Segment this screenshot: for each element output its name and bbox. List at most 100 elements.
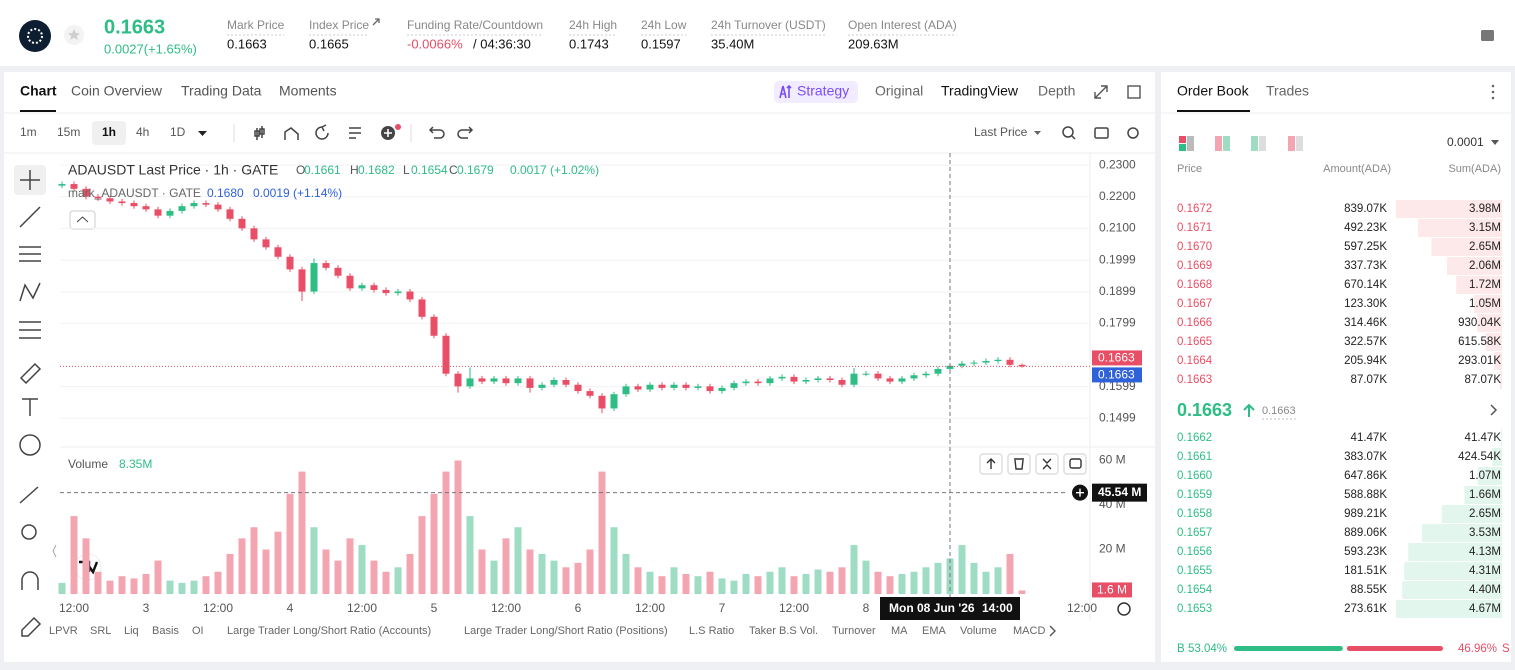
price-source[interactable]: Last Price bbox=[974, 125, 1028, 139]
interval-dropdown[interactable] bbox=[198, 131, 207, 136]
volume-bar bbox=[250, 527, 258, 594]
indicator-tab[interactable]: MACD bbox=[1013, 625, 1045, 637]
indicator-tab[interactable]: LPVR bbox=[49, 625, 78, 637]
mid-price-more[interactable] bbox=[1490, 404, 1498, 416]
legend-collapse[interactable] bbox=[69, 210, 96, 230]
ob-layout-asks[interactable] bbox=[1288, 136, 1295, 151]
panel-tab[interactable]: Trading Data bbox=[181, 83, 262, 99]
indicator-tab[interactable]: Volume bbox=[960, 625, 997, 637]
search-icon[interactable] bbox=[1062, 126, 1074, 138]
fullscreen-icon[interactable] bbox=[1094, 85, 1108, 99]
coin-logo[interactable] bbox=[19, 20, 51, 52]
ob-tab[interactable]: Trades bbox=[1266, 83, 1309, 99]
undo-icon[interactable] bbox=[428, 126, 445, 139]
candle-type-icon[interactable] bbox=[254, 126, 265, 140]
stat-value: -0.0066% bbox=[407, 36, 463, 51]
volume-bar bbox=[346, 538, 354, 594]
indicator-tab[interactable]: Basis bbox=[152, 625, 179, 637]
stat-label: Index Price bbox=[309, 18, 369, 32]
view-tab[interactable]: Depth bbox=[1038, 83, 1075, 99]
pane-button[interactable] bbox=[1007, 453, 1031, 475]
ob-layout-split bbox=[1223, 136, 1230, 151]
y-tick-label: 0.1999 bbox=[1099, 252, 1136, 266]
view-tab[interactable]: Original bbox=[875, 83, 923, 99]
zoom-tool[interactable] bbox=[21, 524, 37, 540]
compare-icon[interactable] bbox=[315, 124, 329, 140]
indicator-tab[interactable]: L.S Ratio bbox=[689, 625, 734, 637]
panel-tab[interactable]: Coin Overview bbox=[71, 83, 163, 99]
sell-ratio-bar bbox=[1346, 646, 1443, 651]
indicator-tab[interactable]: Large Trader Long/Short Ratio (Positions… bbox=[464, 625, 668, 637]
indicator-tab[interactable]: Liq bbox=[124, 625, 139, 637]
collapse-tools[interactable] bbox=[52, 544, 57, 558]
panel-tab[interactable]: Moments bbox=[279, 83, 337, 99]
indicator-tab[interactable]: MA bbox=[891, 625, 908, 637]
magnet-tool[interactable] bbox=[21, 571, 39, 590]
template-icon[interactable] bbox=[349, 127, 361, 139]
measure-tool[interactable] bbox=[19, 486, 39, 504]
pattern-tool[interactable] bbox=[19, 282, 41, 302]
precision-dropdown[interactable] bbox=[1491, 140, 1499, 145]
redo-icon[interactable] bbox=[457, 126, 474, 139]
price-source-dropdown[interactable] bbox=[1034, 131, 1041, 135]
volume-bar bbox=[886, 576, 894, 594]
interval[interactable]: 1D bbox=[170, 125, 186, 139]
view-tab[interactable]: Strategy bbox=[797, 83, 849, 99]
ob-price: 0.1671 bbox=[1177, 222, 1212, 234]
window-icon[interactable] bbox=[1127, 85, 1141, 99]
brush-tool[interactable] bbox=[19, 362, 42, 385]
depth-bar bbox=[1408, 543, 1502, 561]
ob-precision[interactable]: 0.0001 bbox=[1447, 135, 1484, 149]
axis-settings[interactable] bbox=[1117, 602, 1131, 616]
volume-bar bbox=[118, 576, 126, 594]
ob-amount: 889.06K bbox=[1344, 527, 1387, 539]
ob-price: 0.1661 bbox=[1177, 451, 1212, 463]
strategy-pill[interactable] bbox=[774, 81, 858, 103]
text-tool[interactable] bbox=[22, 398, 38, 416]
panel-tab[interactable]: Chart bbox=[20, 83, 57, 99]
candle-body bbox=[502, 378, 510, 384]
interval[interactable]: 1m bbox=[20, 125, 37, 139]
snapshot-icon[interactable] bbox=[1094, 127, 1109, 139]
indicator-scroll[interactable] bbox=[1049, 625, 1056, 637]
external-link-icon[interactable] bbox=[372, 18, 380, 26]
interval[interactable]: 15m bbox=[57, 125, 80, 139]
pencil-tool[interactable] bbox=[21, 616, 42, 637]
ob-layout-bids[interactable] bbox=[1251, 136, 1258, 151]
interval[interactable]: 4h bbox=[136, 125, 149, 139]
crosshair-date: Mon 08 Jun '26 bbox=[889, 601, 975, 615]
ob-sum: 4.67M bbox=[1469, 603, 1501, 615]
volume-bar bbox=[406, 553, 414, 594]
depth-bar bbox=[1501, 429, 1502, 447]
parallel-tool[interactable] bbox=[19, 246, 41, 262]
volume-tick-label: 60 M bbox=[1099, 453, 1126, 467]
candle-body bbox=[958, 363, 966, 366]
pane-button[interactable] bbox=[1063, 453, 1087, 475]
depth-bar bbox=[1494, 352, 1502, 370]
fib-tool[interactable] bbox=[19, 321, 41, 339]
ob-sum: 1.72M bbox=[1469, 279, 1501, 291]
settings-icon[interactable] bbox=[1127, 127, 1139, 139]
trendline-tool[interactable] bbox=[19, 206, 41, 228]
indicator-tab[interactable]: EMA bbox=[922, 625, 947, 637]
ob-layout-both[interactable] bbox=[1179, 136, 1186, 143]
emoji-tool[interactable] bbox=[19, 434, 41, 456]
view-tab[interactable]: TradingView bbox=[941, 83, 1019, 99]
candle-body bbox=[766, 378, 774, 384]
indicator-tab[interactable]: Turnover bbox=[832, 625, 876, 637]
indicator-tab[interactable]: OI bbox=[192, 625, 204, 637]
ob-amount: 593.23K bbox=[1344, 546, 1387, 558]
ob-layout-asks bbox=[1296, 136, 1303, 151]
indicator-icon[interactable] bbox=[284, 127, 299, 140]
candle-body bbox=[682, 384, 690, 388]
ob-layout-split[interactable] bbox=[1215, 136, 1222, 151]
ob-tab[interactable]: Order Book bbox=[1177, 83, 1250, 99]
crosshair-tool[interactable] bbox=[20, 170, 40, 190]
ob-sum: 41.47K bbox=[1465, 432, 1502, 444]
indicator-tab[interactable]: Taker B.S Vol. bbox=[749, 625, 818, 637]
pane-button[interactable] bbox=[1035, 453, 1059, 475]
header-menu-icon[interactable] bbox=[1481, 30, 1494, 41]
indicator-tab[interactable]: SRL bbox=[90, 625, 111, 637]
interval[interactable]: 1h bbox=[102, 125, 116, 139]
indicator-tab[interactable]: Large Trader Long/Short Ratio (Accounts) bbox=[227, 625, 431, 637]
